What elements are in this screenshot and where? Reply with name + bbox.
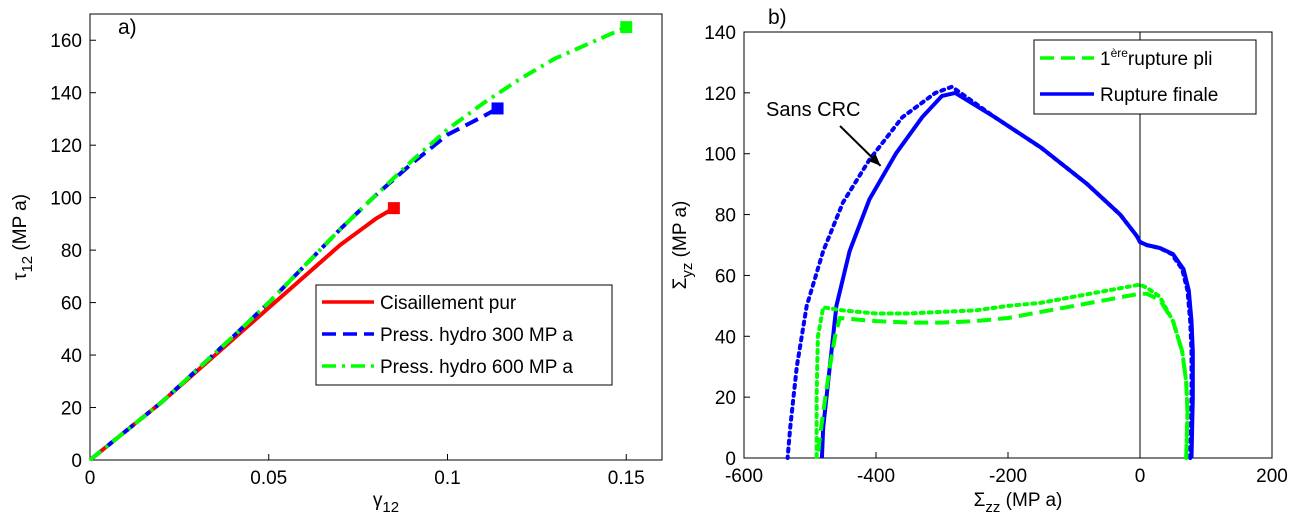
legend-label-hydro-600: Press. hydro 600 MP a (380, 357, 573, 378)
chart-b-panel-label: b) (768, 6, 787, 29)
chart-a-y-tick-label: 0 (71, 451, 82, 472)
chart-b-x-tick-label: -600 (725, 466, 763, 487)
chart-b-y-tick-label: 120 (704, 84, 736, 105)
chart-a-y-tick-label: 40 (61, 346, 82, 367)
legend-label-first-ply-rupture: 1èrerupture pli (1100, 46, 1212, 70)
chart-b-x-tick-label: -200 (989, 466, 1027, 487)
chart-b-y-tick-label: 100 (704, 145, 736, 166)
chart-a-y-tick-label: 20 (61, 399, 82, 420)
chart-a-legend: Cisaillement pur Press. hydro 300 MP a P… (315, 284, 613, 386)
chart-b-ticks: -600 -400 -200 0 200 0 20 40 60 80 100 120 140 (704, 23, 1288, 487)
chart-a-y-tick-label: 160 (50, 31, 82, 52)
chart-a-frame (89, 13, 663, 461)
legend-label-final-rupture: Rupture finale (1100, 85, 1218, 106)
chart-a-end-marker-0 (387, 202, 400, 215)
chart-b-y-axis-label: Σyz (MP a) (670, 201, 696, 290)
chart-b-series (785, 84, 1195, 460)
chart-b-y-tick-label: 20 (715, 388, 736, 409)
chart-a-y-axis-label: τ12 (MP a) (10, 194, 36, 280)
chart-a-y-tick-label: 80 (61, 241, 82, 262)
chart-a-x-tick-label: 0 (85, 468, 96, 489)
chart-b-y-tick-label: 0 (725, 449, 736, 470)
chart-a-panel-label: a) (118, 16, 137, 39)
chart-b-x-axis-label: Σzz (MP a) (974, 490, 1063, 516)
chart-a-x-tick-label: 0.15 (608, 468, 645, 489)
chart-a-x-axis-label: γ12 (373, 490, 399, 516)
chart-a-x-tick-label: 0.05 (250, 468, 287, 489)
chart-a-end-marker-1 (491, 102, 504, 115)
chart-b-y-tick-label: 60 (715, 266, 736, 287)
chart-a: 0 0.05 0.1 0.15 0 20 40 60 80 100 120 140 160 a) γ12… (10, 13, 663, 516)
chart-a-y-tick-label: 120 (50, 136, 82, 157)
chart-b-y-tick-label: 140 (704, 23, 736, 44)
chart-a-series-line-2 (88, 25, 628, 462)
chart-a-y-tick-label: 60 (61, 294, 82, 315)
chart-b-x-tick-label: 200 (1256, 466, 1288, 487)
legend-label-hydro-300: Press. hydro 300 MP a (380, 325, 573, 346)
chart-a-y-tick-label: 100 (50, 189, 82, 210)
chart-b-y-tick-label: 40 (715, 327, 736, 348)
chart-a-end-marker-2 (620, 21, 633, 34)
chart-b-annotation: Sans CRC (766, 99, 882, 167)
annotation-arrow-head (868, 153, 881, 166)
legend-label-cisaillement: Cisaillement pur (380, 293, 517, 314)
chart-a-x-tick-label: 0.1 (434, 468, 460, 489)
chart-a-series (88, 21, 633, 462)
chart-b-series-line-3 (814, 282, 1190, 460)
chart-b-legend: 1èrerupture pli Rupture finale (1033, 39, 1257, 115)
chart-b-y-tick-label: 80 (715, 206, 736, 227)
chart-a-ticks: 0 0.05 0.1 0.15 0 20 40 60 80 100 120 140 160 (50, 31, 644, 489)
chart-b-x-tick-label: 0 (1135, 466, 1146, 487)
chart-b: -600 -400 -200 0 200 0 20 40 60 80 100 120 140 b) Σz… (670, 6, 1288, 516)
chart-b-series-line-1 (785, 84, 1194, 460)
chart-a-y-tick-label: 140 (50, 84, 82, 105)
annotation-sans-crc: Sans CRC (766, 99, 860, 121)
chart-b-x-tick-label: -400 (857, 466, 895, 487)
chart-b-legend-box (1033, 39, 1257, 115)
chart-b-series-line-2 (815, 291, 1190, 459)
